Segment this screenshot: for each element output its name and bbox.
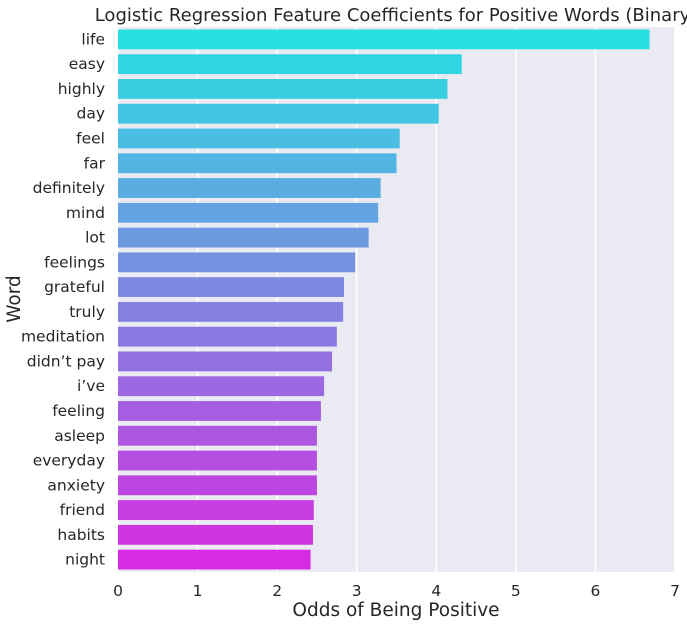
bar-anxiety [118, 475, 317, 496]
x-tick-label: 5 [511, 582, 521, 600]
bar-lot [118, 227, 369, 248]
bar-night [118, 549, 311, 570]
bar-didn-t-pay [118, 351, 333, 372]
y-tick-label: anxiety [47, 476, 105, 494]
bar-easy [118, 54, 462, 75]
x-tick-labels: 0 1 2 3 4 5 6 7 [113, 582, 680, 600]
bar-everyday [118, 450, 317, 471]
y-tick-label: didn’t pay [27, 352, 105, 370]
y-tick-label: definitely [33, 179, 105, 197]
y-tick-label: feeling [52, 402, 105, 420]
bar-i-ve [118, 376, 325, 397]
bar-asleep [118, 425, 317, 446]
y-tick-label: truly [69, 303, 105, 321]
bar-feeling [118, 401, 321, 421]
y-tick-label: easy [69, 55, 105, 73]
bar-truly [118, 301, 344, 322]
x-tick-label: 2 [272, 582, 282, 600]
x-tick-label: 7 [670, 582, 680, 600]
y-tick-label: mind [66, 204, 105, 222]
y-tick-label: day [76, 105, 105, 123]
bar-highly [118, 79, 448, 99]
bar-far [118, 153, 397, 174]
bar-day [118, 103, 439, 124]
y-tick-labels: life easy highly day feel far definitely mind lo… [21, 30, 106, 568]
y-tick-label: feelings [44, 253, 105, 271]
y-axis-label: Word [4, 275, 25, 323]
y-tick-label: meditation [21, 328, 105, 346]
bar-mind [118, 202, 379, 223]
y-tick-label: life [81, 30, 105, 48]
y-tick-label: habits [57, 526, 105, 544]
x-tick-label: 3 [352, 582, 362, 600]
bar-grateful [118, 277, 344, 298]
y-tick-label: far [84, 154, 106, 172]
y-tick-label: friend [60, 501, 105, 519]
y-tick-label: grateful [44, 278, 105, 296]
bars [118, 29, 650, 570]
y-tick-label: night [65, 551, 105, 569]
x-tick-label: 4 [431, 582, 441, 600]
y-tick-label: feel [76, 129, 105, 147]
y-tick-label: highly [58, 80, 105, 98]
x-tick-label: 0 [113, 582, 123, 600]
bar-habits [118, 524, 313, 545]
bar-definitely [118, 178, 381, 198]
y-tick-label: lot [85, 229, 105, 247]
x-axis-label: Odds of Being Positive [292, 600, 499, 621]
y-tick-label: asleep [54, 427, 105, 445]
x-tick-label: 1 [193, 582, 203, 600]
bar-feelings [118, 252, 356, 273]
y-tick-label: i’ve [77, 377, 105, 395]
bar-life [118, 29, 650, 50]
bar-friend [118, 500, 314, 520]
bar-meditation [118, 326, 337, 347]
x-tick-label: 6 [590, 582, 600, 600]
chart-title: Logistic Regression Feature Coefficients… [95, 5, 687, 26]
bar-feel [118, 128, 400, 149]
y-tick-label: everyday [33, 452, 105, 470]
